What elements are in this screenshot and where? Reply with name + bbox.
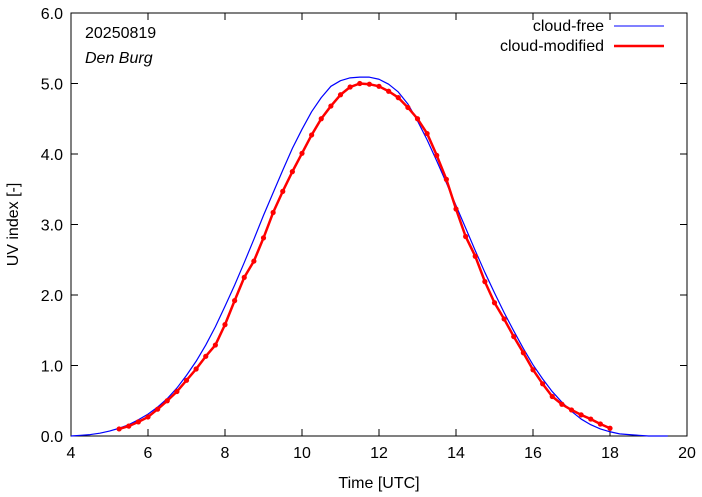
data-point-cloud-modified [232, 298, 238, 304]
data-point-cloud-modified [395, 95, 401, 101]
data-point-cloud-modified [251, 258, 257, 264]
legend-label-cloud-free: cloud-free [533, 18, 604, 35]
data-point-cloud-modified [299, 150, 305, 156]
data-point-cloud-modified [443, 176, 449, 182]
data-point-cloud-modified [212, 342, 218, 348]
data-point-cloud-modified [568, 407, 575, 413]
data-point-cloud-modified [530, 367, 536, 373]
plot-frame [70, 12, 688, 437]
y-tick-label: 6.0 [41, 6, 63, 23]
data-point-cloud-modified [434, 152, 440, 159]
data-point-cloud-modified [347, 84, 353, 90]
date-annotation: 20250819 [85, 25, 156, 42]
data-point-cloud-modified [145, 414, 151, 420]
x-tick-label: 8 [221, 445, 230, 462]
axis-ticks [70, 12, 688, 437]
x-tick-label: 6 [144, 445, 153, 462]
legend-label-cloud-modified: cloud-modified [500, 38, 604, 55]
y-axis-title: UV index [-] [5, 183, 22, 267]
data-point-cloud-modified [366, 81, 372, 87]
data-point-cloud-modified [482, 279, 488, 285]
x-tick-label: 10 [293, 445, 311, 462]
data-point-cloud-modified [203, 353, 209, 359]
data-point-cloud-modified [453, 206, 459, 212]
data-point-cloud-modified [116, 426, 122, 432]
y-tick-label: 4.0 [41, 147, 63, 164]
x-tick-label: 14 [447, 445, 465, 462]
data-point-cloud-modified [588, 416, 594, 422]
data-point-cloud-modified [424, 130, 430, 137]
series-line-cloud-free [70, 76, 668, 437]
data-point-cloud-modified [578, 412, 584, 418]
data-point-cloud-modified [222, 322, 228, 328]
data-point-cloud-modified [549, 393, 555, 400]
data-point-cloud-modified [597, 421, 603, 427]
data-point-cloud-modified [501, 316, 507, 322]
data-point-cloud-modified [520, 350, 526, 356]
y-tick-label: 0.0 [41, 429, 63, 446]
data-point-cloud-modified [270, 209, 276, 216]
series-group [70, 76, 668, 437]
data-point-cloud-modified [164, 398, 170, 404]
data-point-cloud-modified [289, 169, 295, 175]
x-tick-label: 4 [67, 445, 76, 462]
data-point-cloud-modified [414, 116, 421, 122]
series-line-cloud-modified [118, 82, 611, 431]
x-tick-label: 12 [370, 445, 388, 462]
x-axis-title: Time [UTC] [338, 475, 419, 492]
data-point-cloud-modified [607, 425, 613, 431]
legend: cloud-free cloud-modified [500, 18, 664, 55]
data-point-cloud-modified [155, 406, 161, 412]
data-point-cloud-modified [405, 104, 411, 111]
data-point-cloud-modified [559, 401, 565, 407]
data-point-cloud-modified [386, 88, 392, 94]
data-point-cloud-modified [174, 388, 180, 395]
data-point-cloud-modified [135, 419, 141, 425]
x-tick-label: 16 [524, 445, 542, 462]
y-tick-label: 5.0 [41, 77, 63, 94]
data-point-cloud-modified [511, 333, 517, 340]
data-point-cloud-modified [328, 103, 334, 109]
data-point-cloud-modified [126, 423, 132, 429]
data-point-cloud-modified [472, 253, 478, 259]
data-point-cloud-modified [260, 235, 267, 241]
x-tick-label: 18 [601, 445, 619, 462]
data-point-cloud-modified [309, 132, 315, 138]
data-point-cloud-modified [183, 377, 190, 383]
axis-tick-labels: 4 6 8 10 12 14 16 18 20 0.0 1.0 2.0 3.0 4.0 5.0 6.0 [41, 6, 696, 462]
data-point-cloud-modified [376, 83, 382, 89]
data-point-cloud-modified [463, 233, 469, 240]
data-point-cloud-modified [357, 80, 363, 87]
data-point-cloud-modified [318, 116, 324, 122]
data-point-cloud-modified [540, 381, 546, 387]
x-tick-label: 20 [678, 445, 696, 462]
data-point-cloud-modified [193, 366, 199, 372]
data-point-cloud-modified [241, 274, 247, 280]
y-tick-label: 2.0 [41, 288, 63, 305]
data-point-cloud-modified [280, 188, 286, 194]
data-point-cloud-modified [337, 92, 344, 98]
y-tick-label: 1.0 [41, 359, 63, 376]
data-point-cloud-modified [491, 300, 498, 306]
station-annotation: Den Burg [85, 50, 153, 67]
y-tick-label: 3.0 [41, 218, 63, 235]
